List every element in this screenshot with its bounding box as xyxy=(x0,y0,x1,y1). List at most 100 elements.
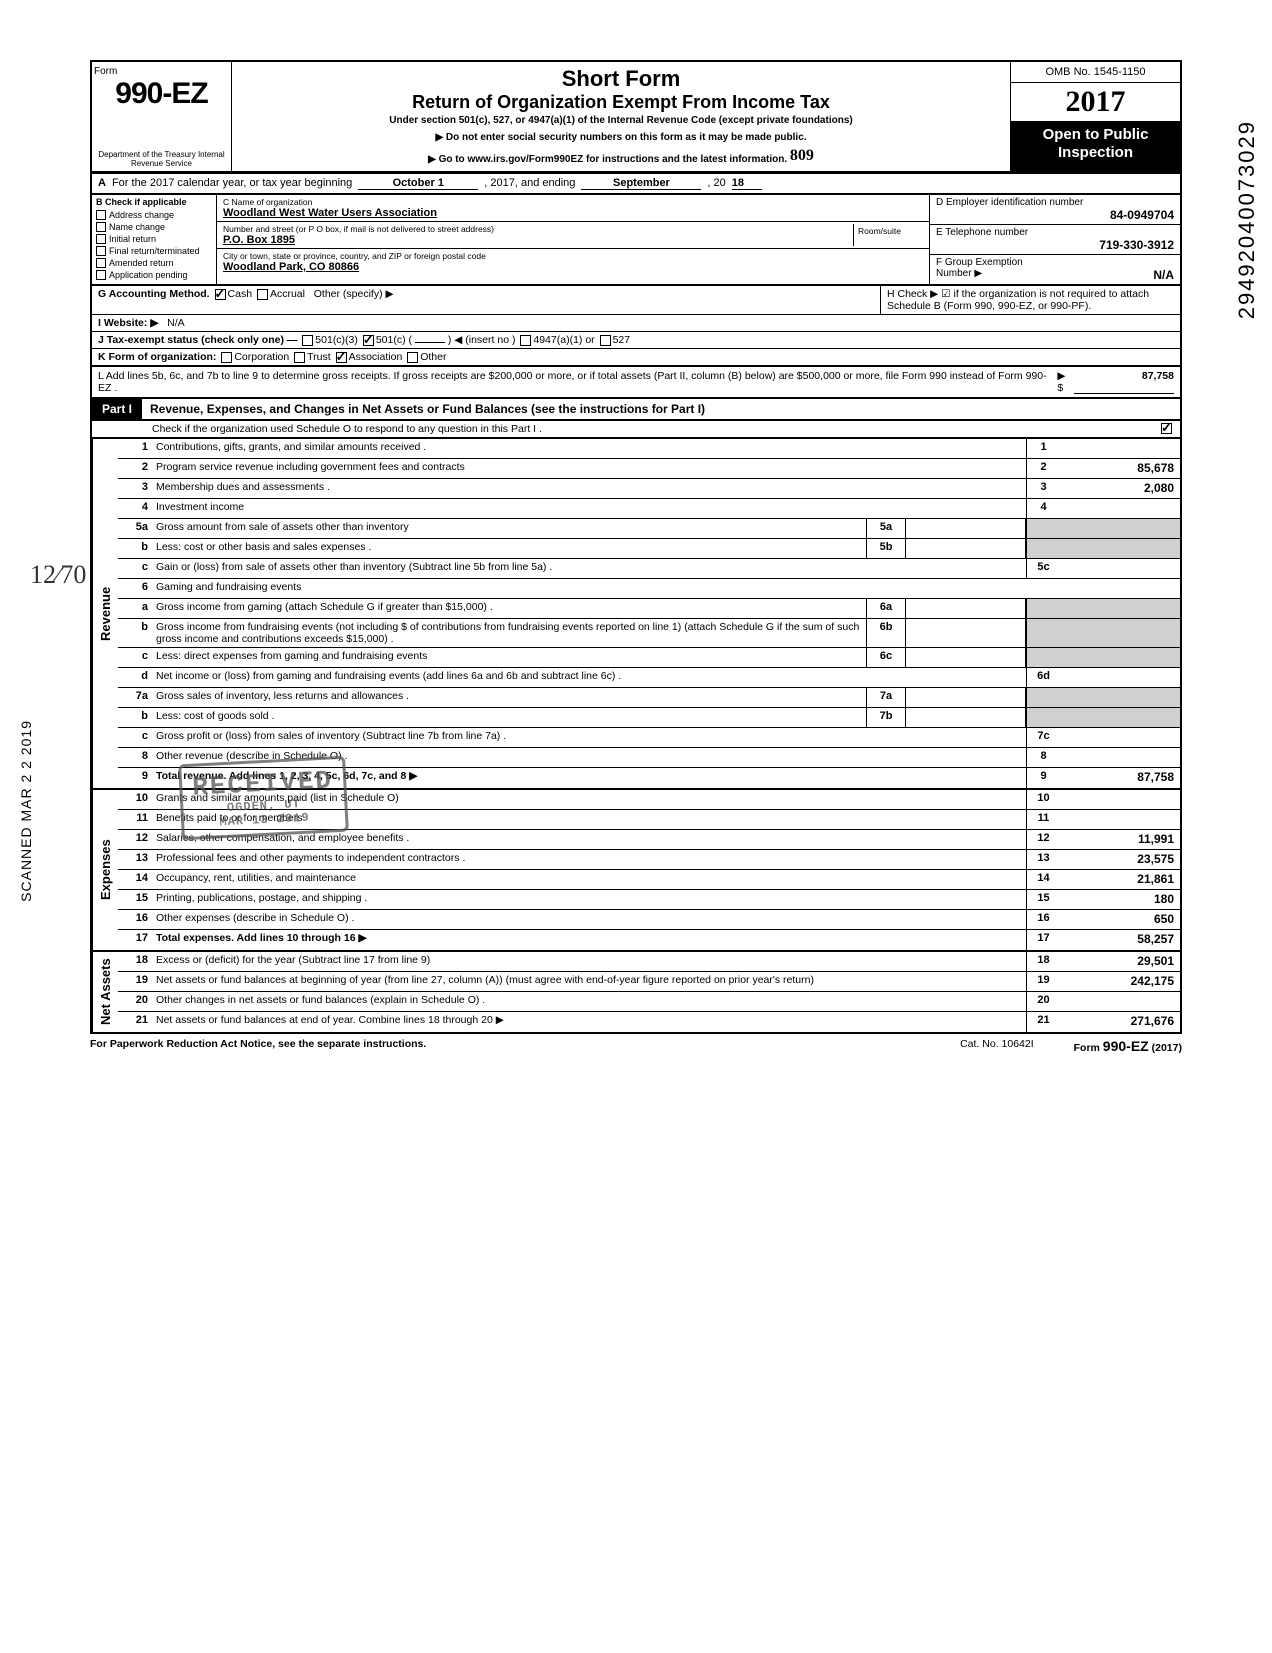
line-number: b xyxy=(118,708,152,727)
line-amount[interactable]: 87,758 xyxy=(1060,768,1180,788)
mid-value[interactable] xyxy=(906,599,1026,618)
mid-value[interactable] xyxy=(906,619,1026,647)
revenue-table: Revenue 1Contributions, gifts, grants, a… xyxy=(90,439,1182,790)
tax-year-end-month[interactable]: September xyxy=(581,177,701,190)
line-amount[interactable]: 21,861 xyxy=(1060,870,1180,889)
line-amount[interactable]: 271,676 xyxy=(1060,1012,1180,1032)
line-number: 11 xyxy=(118,810,152,829)
paperwork-notice: For Paperwork Reduction Act Notice, see … xyxy=(90,1038,426,1054)
line-4: 4Investment income4 xyxy=(118,499,1180,519)
line-desc: Other expenses (describe in Schedule O) … xyxy=(152,910,1026,929)
right-num: 8 xyxy=(1026,748,1060,767)
row-j: J Tax-exempt status (check only one) — 5… xyxy=(92,332,636,348)
line-amount[interactable] xyxy=(1060,728,1180,747)
group-exemption-value[interactable]: N/A xyxy=(1153,268,1174,282)
expenses-table: Expenses 10Grants and similar amounts pa… xyxy=(90,790,1182,952)
phone-value[interactable]: 719-330-3912 xyxy=(936,238,1174,252)
right-shade xyxy=(1026,688,1060,707)
line-desc: Excess or (deficit) for the year (Subtra… xyxy=(152,952,1026,971)
chk-name-change[interactable]: Name change xyxy=(92,221,216,233)
line-12: 12Salaries, other compensation, and empl… xyxy=(118,830,1180,850)
chk-4947[interactable] xyxy=(520,335,531,346)
line-11: 11Benefits paid to or for members11 xyxy=(118,810,1180,830)
line-amount[interactable] xyxy=(1060,668,1180,687)
org-name[interactable]: Woodland West Water Users Association xyxy=(223,207,923,219)
header-right: OMB No. 1545-1150 2017 Open to Public In… xyxy=(1010,62,1180,171)
right-num: 13 xyxy=(1026,850,1060,869)
right-shade xyxy=(1026,619,1060,647)
line-amount[interactable]: 180 xyxy=(1060,890,1180,909)
line-amount[interactable] xyxy=(1060,992,1180,1011)
chk-501c3[interactable] xyxy=(302,335,313,346)
line-amount[interactable]: 11,991 xyxy=(1060,830,1180,849)
line-desc: Less: cost of goods sold . xyxy=(152,708,866,727)
line-amount[interactable] xyxy=(1060,499,1180,518)
line-amount[interactable]: 29,501 xyxy=(1060,952,1180,971)
mid-value[interactable] xyxy=(906,688,1026,707)
line-amount[interactable]: 85,678 xyxy=(1060,459,1180,478)
line-desc: Total expenses. Add lines 10 through 16 xyxy=(152,930,1026,950)
chk-initial-return[interactable]: Initial return xyxy=(92,233,216,245)
chk-schedule-o[interactable] xyxy=(1161,423,1172,434)
line-amount[interactable]: 650 xyxy=(1060,910,1180,929)
chk-trust[interactable] xyxy=(294,352,305,363)
right-shade-amt xyxy=(1060,539,1180,558)
open-to-public: Open to Public Inspection xyxy=(1011,122,1180,171)
tax-year: 2017 xyxy=(1011,83,1180,122)
mid-value[interactable] xyxy=(906,708,1026,727)
line-amount[interactable] xyxy=(1060,439,1180,458)
label-j: J Tax-exempt status (check only one) — xyxy=(98,334,297,346)
tax-year-begin[interactable]: October 1 xyxy=(358,177,478,190)
org-city[interactable]: Woodland Park, CO 80866 xyxy=(223,261,923,273)
line-amount[interactable]: 58,257 xyxy=(1060,930,1180,950)
website-value[interactable]: N/A xyxy=(167,317,185,329)
line-amount[interactable]: 242,175 xyxy=(1060,972,1180,991)
right-num: 7c xyxy=(1026,728,1060,747)
mid-value[interactable] xyxy=(906,648,1026,667)
chk-association[interactable] xyxy=(336,352,347,363)
line-amount[interactable]: 2,080 xyxy=(1060,479,1180,498)
open-line1: Open to Public xyxy=(1013,126,1178,144)
line-14: 14Occupancy, rent, utilities, and mainte… xyxy=(118,870,1180,890)
chk-amended-return[interactable]: Amended return xyxy=(92,257,216,269)
form-header: Form 990-EZ Department of the Treasury I… xyxy=(90,60,1182,174)
line-amount[interactable] xyxy=(1060,748,1180,767)
chk-527[interactable] xyxy=(600,335,611,346)
chk-corp[interactable] xyxy=(221,352,232,363)
chk-final-return[interactable]: Final return/terminated xyxy=(92,245,216,257)
line-number: 6 xyxy=(118,579,152,598)
mid-value[interactable] xyxy=(906,519,1026,538)
line-desc: Other revenue (describe in Schedule O) . xyxy=(152,748,1026,767)
gross-receipts-value[interactable]: 87,758 xyxy=(1074,370,1174,394)
line-amount[interactable] xyxy=(1060,810,1180,829)
tax-year-end-yr[interactable]: 18 xyxy=(732,177,762,190)
lbl-corp: Corporation xyxy=(234,351,289,363)
line-desc: Net assets or fund balances at end of ye… xyxy=(152,1012,1026,1032)
form-footer: Form 990-EZ (2017) xyxy=(1074,1038,1182,1054)
chk-label: Application pending xyxy=(109,270,188,280)
org-address[interactable]: P.O. Box 1895 xyxy=(223,234,853,246)
chk-address-change[interactable]: Address change xyxy=(92,209,216,221)
chk-label: Initial return xyxy=(109,234,156,244)
mid-label: 6c xyxy=(866,648,906,667)
line-10: 10Grants and similar amounts paid (list … xyxy=(118,790,1180,810)
form-label: Form xyxy=(94,66,117,77)
chk-501c[interactable] xyxy=(363,335,374,346)
501c-insert[interactable] xyxy=(415,342,445,343)
row-a-tax-year: A For the 2017 calendar year, or tax yea… xyxy=(90,174,1182,195)
line-desc: Occupancy, rent, utilities, and maintena… xyxy=(152,870,1026,889)
chk-application-pending[interactable]: Application pending xyxy=(92,269,216,281)
chk-accrual[interactable] xyxy=(257,289,268,300)
mid-value[interactable] xyxy=(906,539,1026,558)
label-g: G Accounting Method. xyxy=(98,288,210,300)
line-amount[interactable] xyxy=(1060,559,1180,578)
chk-label: Amended return xyxy=(109,258,174,268)
ein-value[interactable]: 84-0949704 xyxy=(936,208,1174,222)
row-h: H Check ▶ ☑ if the organization is not r… xyxy=(880,286,1180,314)
chk-cash[interactable] xyxy=(215,289,226,300)
line-desc: Benefits paid to or for members xyxy=(152,810,1026,829)
line-amount[interactable]: 23,575 xyxy=(1060,850,1180,869)
line-c: cLess: direct expenses from gaming and f… xyxy=(118,648,1180,668)
chk-other-org[interactable] xyxy=(407,352,418,363)
line-amount[interactable] xyxy=(1060,790,1180,809)
